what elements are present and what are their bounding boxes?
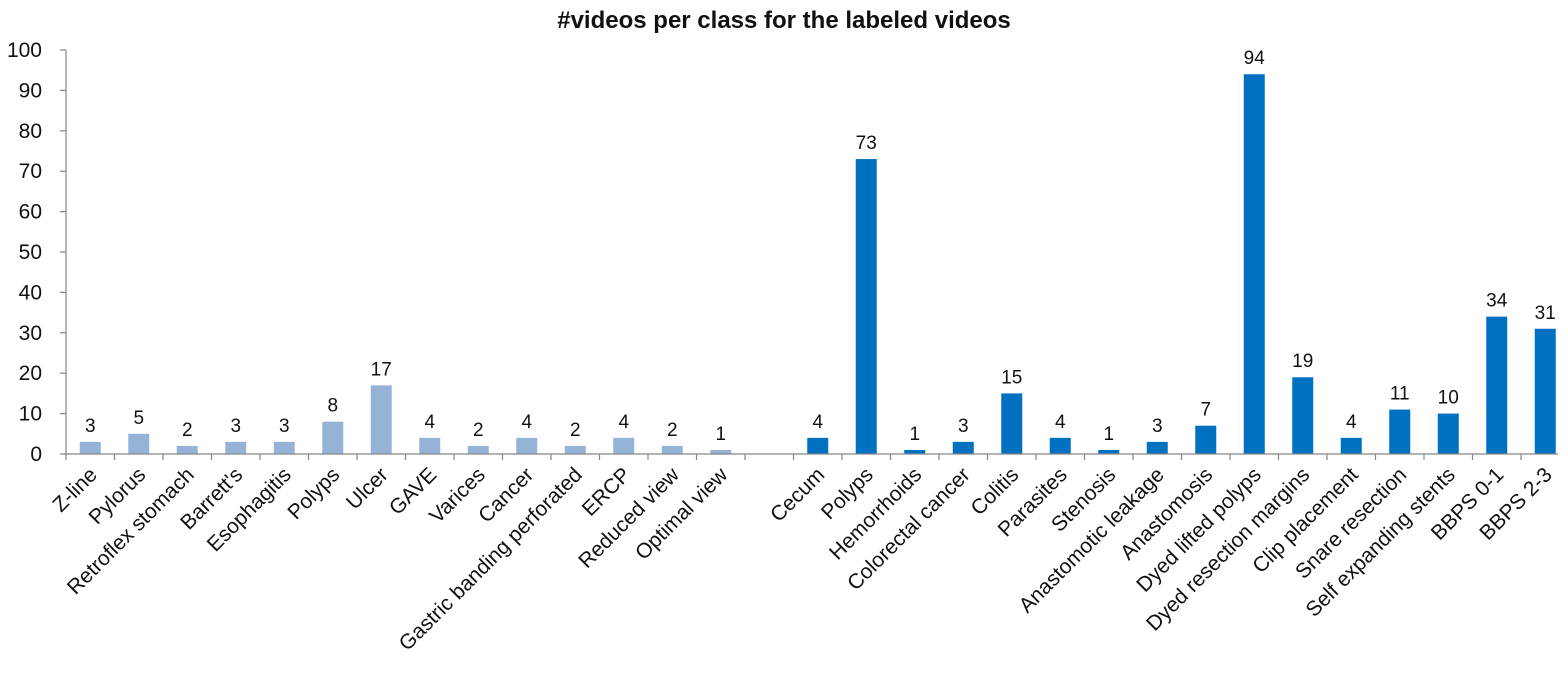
y-tick-label: 80 xyxy=(19,120,42,143)
y-axis: 0 10 20 30 40 50 60 70 80 90 100 xyxy=(7,39,67,466)
y-tick-label: 100 xyxy=(7,39,42,62)
data-label: 3 xyxy=(85,416,96,437)
y-tick-label: 20 xyxy=(19,362,42,385)
data-label: 34 xyxy=(1486,291,1508,312)
bar xyxy=(128,433,150,454)
y-tick-label: 40 xyxy=(19,281,42,304)
data-labels: 3 5 2 3 3 8 17 4 2 4 2 4 2 1 4 73 1 3 15 4 1 3 7 94 19 4 11 10 34 31 xyxy=(85,48,1556,445)
data-label: 4 xyxy=(521,412,532,433)
bar xyxy=(1098,449,1120,454)
bar xyxy=(273,441,295,454)
data-label: 94 xyxy=(1244,48,1266,69)
data-label: 3 xyxy=(279,416,290,437)
x-tick-label: Cecum xyxy=(766,463,829,526)
bar xyxy=(322,421,344,454)
y-tick-label: 10 xyxy=(19,403,42,426)
data-label: 2 xyxy=(570,420,581,441)
x-tick-label: Polyps xyxy=(283,463,344,524)
y-tick-label: 30 xyxy=(19,322,42,345)
bar xyxy=(564,445,586,454)
bar xyxy=(79,441,101,454)
data-label: 7 xyxy=(1200,400,1211,421)
bar xyxy=(661,445,683,454)
data-label: 3 xyxy=(958,416,969,437)
data-label: 3 xyxy=(230,416,241,437)
bar xyxy=(1292,377,1314,454)
y-tick-label: 70 xyxy=(19,160,42,183)
data-label: 4 xyxy=(812,412,823,433)
chart-title: #videos per class for the labeled videos xyxy=(557,7,1011,34)
bar xyxy=(225,441,247,454)
y-tick-label: 0 xyxy=(30,443,42,466)
data-label: 2 xyxy=(667,420,678,441)
bar xyxy=(807,437,829,454)
y-tick-label: 50 xyxy=(19,241,42,264)
bar xyxy=(710,449,732,454)
bar xyxy=(613,437,635,454)
y-tick-label: 60 xyxy=(19,201,42,224)
data-label: 2 xyxy=(182,420,193,441)
data-label: 4 xyxy=(424,412,435,433)
data-label: 11 xyxy=(1390,384,1410,405)
y-tick-label: 90 xyxy=(19,79,42,102)
bar xyxy=(370,385,392,454)
bar xyxy=(176,445,198,454)
bar xyxy=(516,437,538,454)
bar xyxy=(467,445,489,454)
data-label: 73 xyxy=(856,133,877,154)
x-tick-label: Ulcer xyxy=(342,463,393,514)
data-label: 3 xyxy=(1152,416,1163,437)
data-label: 4 xyxy=(618,412,629,433)
bar xyxy=(1389,409,1411,454)
bar xyxy=(1340,437,1362,454)
data-label: 4 xyxy=(1055,412,1066,433)
bar xyxy=(952,441,974,454)
bar xyxy=(1049,437,1071,454)
data-label: 2 xyxy=(473,420,484,441)
data-label: 10 xyxy=(1438,388,1459,409)
bar xyxy=(1146,441,1168,454)
data-label: 1 xyxy=(909,424,920,445)
bar xyxy=(1534,328,1556,454)
bar xyxy=(1195,425,1217,454)
data-label: 17 xyxy=(371,359,392,380)
bar xyxy=(1001,393,1023,454)
bar xyxy=(1486,316,1508,454)
data-label: 5 xyxy=(133,408,144,429)
bar xyxy=(419,437,441,454)
bar xyxy=(1243,74,1265,455)
data-label: 15 xyxy=(1001,367,1022,388)
bars xyxy=(79,74,1556,455)
data-label: 31 xyxy=(1535,303,1556,324)
data-label: 4 xyxy=(1346,412,1357,433)
bar xyxy=(904,449,926,454)
bar xyxy=(1437,413,1459,454)
data-label: 8 xyxy=(327,396,338,417)
data-label: 19 xyxy=(1292,351,1313,372)
data-label: 1 xyxy=(1103,424,1114,445)
data-label: 1 xyxy=(715,424,726,445)
bar xyxy=(855,159,877,454)
